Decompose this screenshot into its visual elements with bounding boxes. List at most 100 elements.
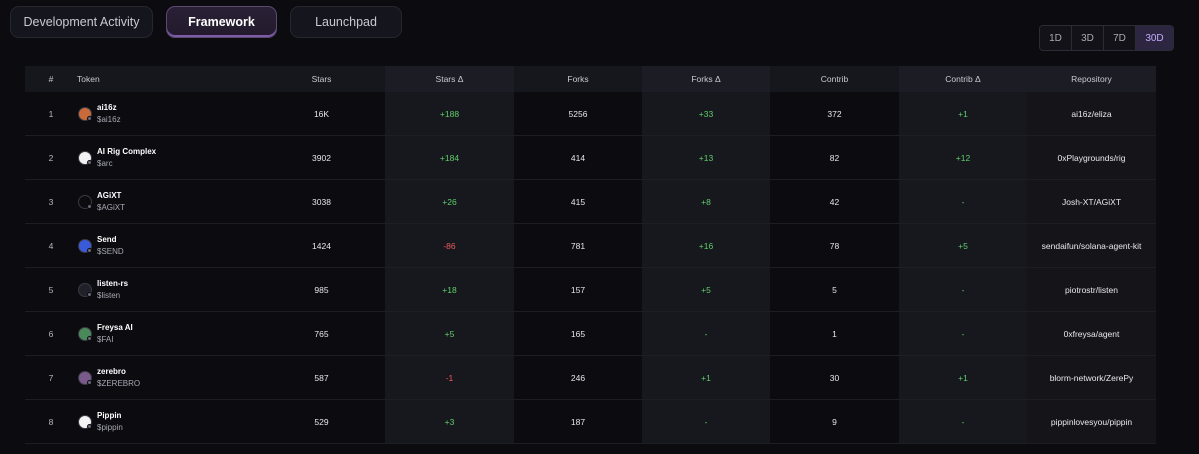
table-row[interactable]: 5 listen-rs $listen 985 +18 157 +5 5 - p… [25, 268, 1156, 312]
token-symbol: $ZEREBRO [97, 378, 141, 388]
range-30d-button[interactable]: 30D [1136, 26, 1173, 50]
row-contrib: 82 [829, 152, 840, 163]
row-forks: 5256 [568, 108, 588, 119]
row-contrib-delta: - [899, 400, 1027, 443]
row-contrib-delta: +12 [899, 136, 1027, 179]
table-row[interactable]: 7 zerebro $ZEREBRO 587 -1 246 +1 30 +1 b… [25, 356, 1156, 400]
table-row[interactable]: 6 Freysa AI $FAI 765 +5 165 - 1 - 0xfrey… [25, 312, 1156, 356]
row-stars-delta: +26 [385, 180, 514, 223]
row-contrib-delta: +5 [899, 224, 1027, 267]
row-forks-delta: +16 [642, 224, 770, 267]
row-token[interactable]: zerebro $ZEREBRO [77, 356, 258, 399]
table-row[interactable]: 3 AGiXT $AGiXT 3038 +26 415 +8 42 - Josh… [25, 180, 1156, 224]
token-avatar [78, 150, 92, 165]
row-repository-link[interactable]: pippinlovesyou/pippin [1027, 400, 1156, 443]
row-stars-delta: +184 [385, 136, 514, 179]
tab-development-activity[interactable]: Development Activity [10, 6, 153, 38]
table-row[interactable]: 8 Pippin $pippin 529 +3 187 - 9 - pippin… [25, 400, 1156, 444]
token-avatar [78, 106, 92, 121]
col-forks-delta[interactable]: Forks Δ [642, 66, 770, 92]
col-contrib[interactable]: Contrib [820, 74, 849, 84]
row-rank: 8 [48, 416, 54, 427]
token-symbol: $pippin [97, 422, 123, 432]
row-forks-delta: - [642, 400, 770, 443]
framework-table: # Token Stars Stars Δ Forks Forks Δ Cont… [25, 66, 1156, 444]
chain-badge-icon [87, 247, 92, 253]
row-contrib-delta: - [899, 312, 1027, 355]
row-forks: 414 [570, 152, 586, 163]
row-rank: 2 [48, 152, 54, 163]
row-repository-link[interactable]: 0xfreysa/agent [1027, 312, 1156, 355]
row-repository-link[interactable]: 0xPlaygrounds/rig [1027, 136, 1156, 179]
row-contrib: 372 [827, 108, 842, 119]
token-symbol: $arc [97, 158, 113, 168]
tab-launchpad[interactable]: Launchpad [290, 6, 402, 38]
row-stars-delta: +3 [385, 400, 514, 443]
row-repository-link[interactable]: Josh-XT/AGiXT [1027, 180, 1156, 223]
row-stars-delta: -86 [385, 224, 514, 267]
row-repository-link[interactable]: piotrostr/listen [1027, 268, 1156, 311]
table-row[interactable]: 1 ai16z $ai16z 16K +188 5256 +33 372 +1 … [25, 92, 1156, 136]
col-stars-delta[interactable]: Stars Δ [385, 66, 514, 92]
row-stars: 16K [313, 108, 330, 119]
row-rank: 7 [48, 372, 54, 383]
token-avatar [78, 194, 92, 209]
row-token[interactable]: Freysa AI $FAI [77, 312, 258, 355]
row-token[interactable]: Send $SEND [77, 224, 258, 267]
chain-badge-icon [87, 423, 92, 429]
token-avatar [78, 414, 92, 429]
col-stars[interactable]: Stars [311, 74, 332, 84]
row-rank: 6 [48, 328, 54, 339]
row-contrib-delta: - [899, 180, 1027, 223]
token-name: ai16z [97, 102, 117, 112]
col-token[interactable]: Token [77, 74, 100, 84]
table-row[interactable]: 4 Send $SEND 1424 -86 781 +16 78 +5 send… [25, 224, 1156, 268]
col-contrib-delta[interactable]: Contrib Δ [899, 66, 1027, 92]
range-3d-button[interactable]: 3D [1072, 26, 1104, 50]
row-repository-link[interactable]: blorm-network/ZerePy [1027, 356, 1156, 399]
row-repository-link[interactable]: sendaifun/solana-agent-kit [1027, 224, 1156, 267]
table-body: 1 ai16z $ai16z 16K +188 5256 +33 372 +1 … [25, 92, 1156, 444]
chain-badge-icon [87, 291, 92, 297]
range-7d-button[interactable]: 7D [1104, 26, 1136, 50]
row-forks-delta: +1 [642, 356, 770, 399]
row-stars-delta: +18 [385, 268, 514, 311]
token-name: Freysa AI [97, 322, 133, 332]
row-forks: 415 [570, 196, 586, 207]
token-symbol: $AGiXT [97, 202, 126, 212]
row-token[interactable]: ai16z $ai16z [77, 92, 258, 135]
row-token[interactable]: Pippin $pippin [77, 400, 258, 443]
token-avatar [78, 238, 92, 253]
col-repository[interactable]: Repository [1027, 66, 1156, 92]
col-forks[interactable]: Forks [567, 74, 589, 84]
token-name: listen-rs [97, 278, 129, 288]
token-avatar [78, 370, 92, 385]
row-token[interactable]: AI Rig Complex $arc [77, 136, 258, 179]
row-stars: 985 [314, 284, 329, 295]
row-forks: 781 [570, 240, 586, 251]
chain-badge-icon [87, 159, 92, 165]
token-name: Pippin [97, 410, 122, 420]
row-stars: 1424 [312, 240, 331, 251]
token-avatar [78, 326, 92, 341]
table-row[interactable]: 2 AI Rig Complex $arc 3902 +184 414 +13 … [25, 136, 1156, 180]
tab-framework[interactable]: Framework [166, 6, 277, 38]
row-token[interactable]: AGiXT $AGiXT [77, 180, 258, 223]
row-stars: 3038 [312, 196, 331, 207]
col-rank[interactable]: # [48, 74, 54, 84]
token-name: AGiXT [97, 190, 122, 200]
token-symbol: $listen [97, 290, 121, 300]
row-contrib-delta: - [899, 268, 1027, 311]
range-1d-button[interactable]: 1D [1040, 26, 1072, 50]
row-repository-link[interactable]: ai16z/eliza [1027, 92, 1156, 135]
row-stars: 587 [314, 372, 329, 383]
row-rank: 3 [48, 196, 54, 207]
row-stars: 3902 [312, 152, 331, 163]
token-name: zerebro [97, 366, 126, 376]
row-token[interactable]: listen-rs $listen [77, 268, 258, 311]
row-forks: 165 [570, 328, 586, 339]
token-name: AI Rig Complex [97, 146, 157, 156]
row-stars-delta: -1 [385, 356, 514, 399]
row-rank: 1 [48, 108, 54, 119]
row-forks: 246 [570, 372, 586, 383]
